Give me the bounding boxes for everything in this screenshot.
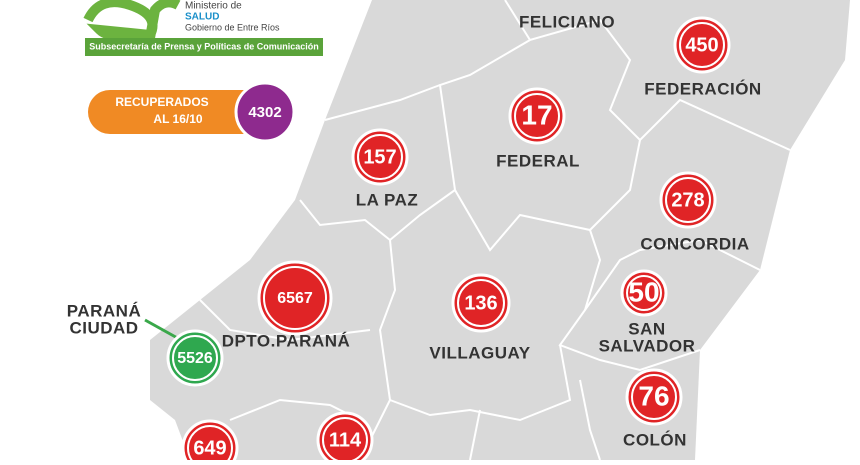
case-count: 649 [193,437,226,459]
count-ring [679,22,725,68]
logo: Ministerio de SALUD Gobierno de Entre Rí… [83,0,323,56]
case-count: 136 [464,292,497,314]
case-count: 6567 [277,290,313,307]
case-count: 50 [628,276,659,307]
recovered-badge: RECUPERADOS AL 16/10 4302 [88,81,296,143]
logo-mark [83,0,181,44]
recovered-label: AL 16/10 [153,112,202,126]
case-count: 450 [685,34,718,56]
count-ring [263,266,327,330]
department-name: FELICIANO [519,12,615,31]
department-name: CONCORDIA [640,234,749,253]
department-name: VILLAGUAY [429,343,530,362]
banner-bar [85,38,323,56]
count-ring [665,177,711,223]
count-circle [508,87,566,145]
count-circle [451,273,511,333]
recovered-label: RECUPERADOS [115,95,208,109]
count-circle [316,411,374,465]
case-count: 17 [521,99,552,130]
count-circle [166,329,224,387]
department-name: SALVADOR [599,336,696,355]
department-name: PARANÁ [67,301,141,320]
ministry-text: Ministerio de [185,1,242,12]
case-count: 76 [638,380,669,411]
department-name: FEDERACIÓN [644,79,761,98]
count-circle [351,128,409,186]
case-count: 5526 [177,350,213,367]
count-ring [187,425,233,465]
case-count: 157 [363,146,396,168]
recovered-count: 4302 [248,104,281,121]
banner-text: Subsecretaría de Prensa y Políticas de C… [89,41,319,51]
count-ring [626,275,662,311]
department-name: LA PAZ [356,190,419,209]
case-count: 114 [329,429,362,451]
count-circle [659,171,717,229]
count-circle [620,269,668,317]
ministry-area: SALUD [185,12,219,23]
count-circle [625,368,683,426]
province-shape [150,0,850,460]
case-count: 278 [671,189,704,211]
department-name: FEDERAL [496,151,580,170]
count-ring [457,279,505,327]
count-ring [514,93,560,139]
count-ring [172,335,218,381]
recovered-pill [88,90,273,134]
department-name: COLÓN [623,430,687,449]
department-borders [199,0,791,461]
recovered-circle [234,81,296,143]
department-name: SAN [628,319,665,338]
count-circle [181,419,239,465]
department-name: CIUDAD [69,318,138,337]
count-circle [673,16,731,74]
government-text: Gobierno de Entre Ríos [185,22,280,32]
count-ring [357,134,403,180]
count-ring [631,374,677,420]
count-circle [257,260,333,336]
department-name: DPTO.PARANÁ [222,331,351,350]
